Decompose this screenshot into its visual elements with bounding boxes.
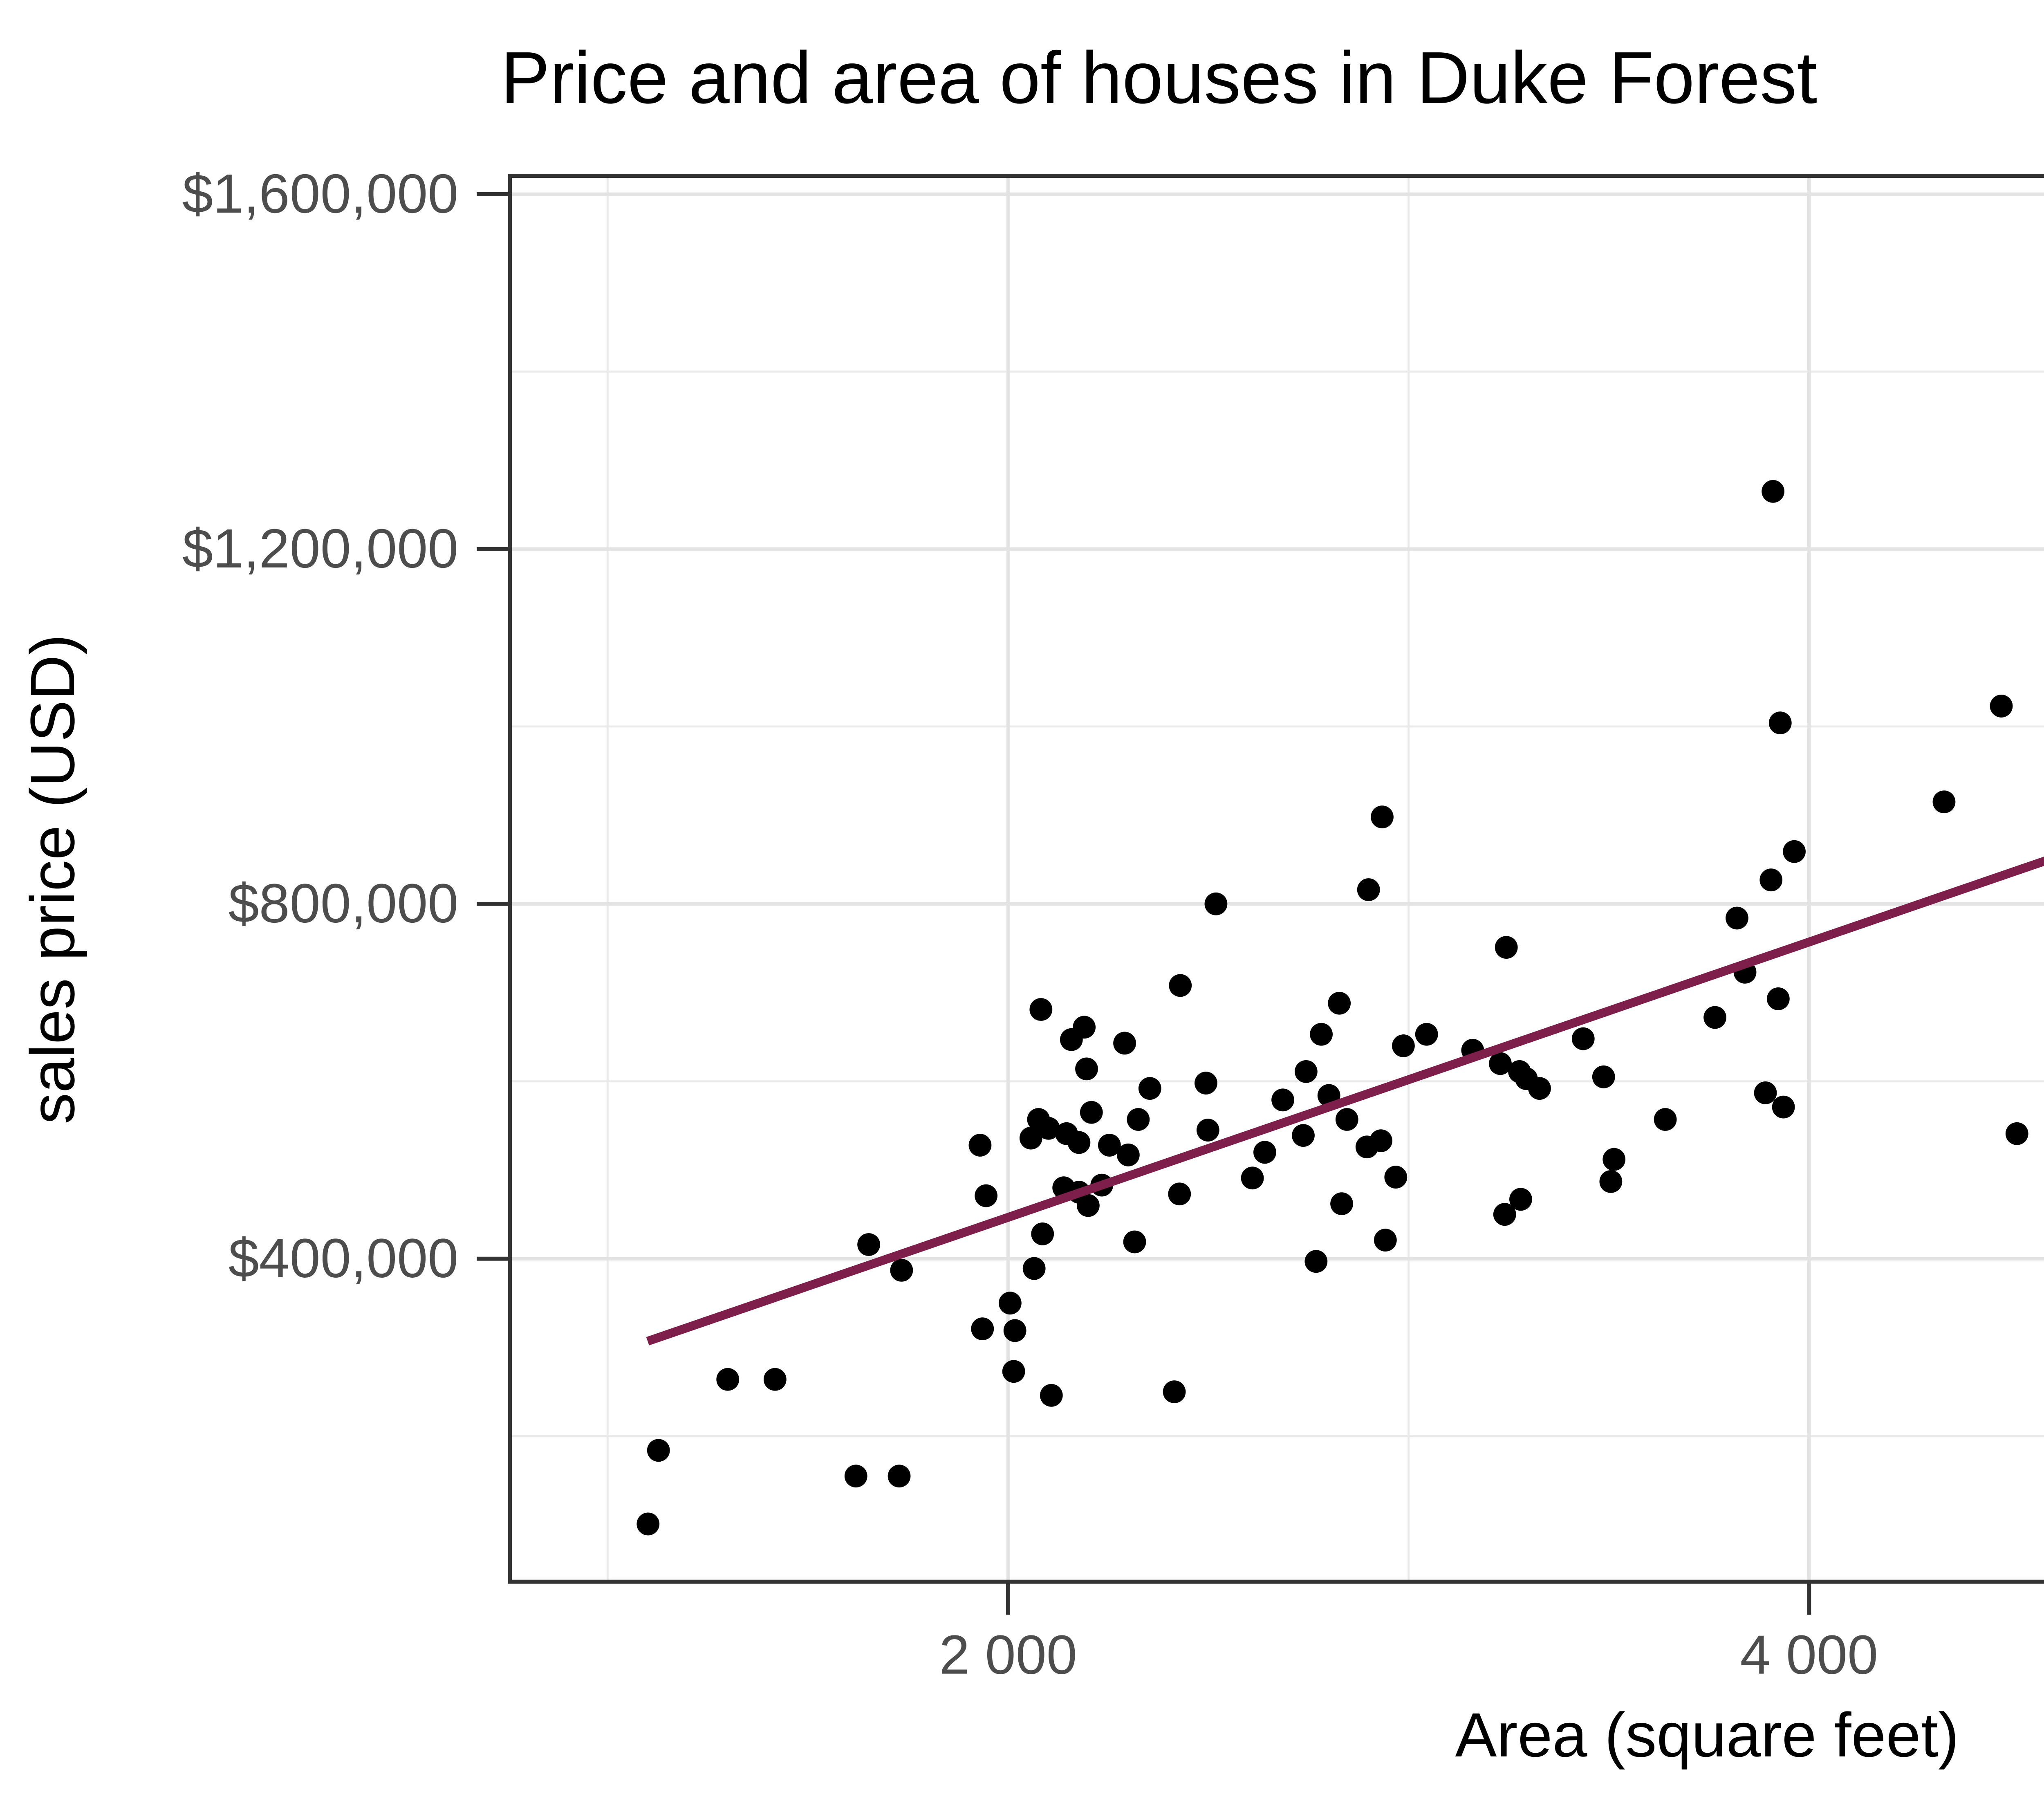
data-point [1415, 1023, 1438, 1046]
panel-background [510, 176, 2044, 1582]
data-point [1772, 1095, 1795, 1119]
data-point [1335, 1108, 1358, 1131]
data-point [1330, 1192, 1353, 1216]
data-point [1783, 840, 1806, 863]
data-point [1029, 998, 1053, 1021]
data-point [1654, 1108, 1677, 1131]
plot-title: Price and area of houses in Duke Forest [501, 37, 1817, 119]
data-point [1328, 991, 1351, 1015]
data-point [1271, 1088, 1294, 1112]
data-point [1040, 1384, 1063, 1407]
data-point [1163, 1380, 1186, 1404]
data-point [1509, 1188, 1532, 1211]
x-axis-title: Area (square feet) [1455, 1700, 1959, 1770]
x-tick-label: 4 000 [1740, 1624, 1878, 1686]
data-point [1384, 1166, 1407, 1189]
data-point [888, 1465, 911, 1488]
y-axis-title: sales price (USD) [18, 634, 87, 1124]
y-axis: $400,000 $800,000 $1,200,000 $1,600,000 [182, 163, 510, 1289]
data-point [1002, 1360, 1025, 1383]
data-point [1169, 974, 1192, 997]
data-point [1990, 695, 2013, 718]
x-tick-label: 2 000 [939, 1624, 1077, 1686]
regression-line [646, 857, 2044, 1346]
data-point [975, 1184, 998, 1207]
data-point [1932, 790, 1956, 814]
data-point [1357, 878, 1380, 901]
data-point [763, 1368, 787, 1391]
data-point [1759, 868, 1783, 892]
data-point [1310, 1023, 1333, 1046]
data-point [1304, 1250, 1328, 1273]
panel-border [508, 174, 2044, 1584]
data-point [1726, 906, 1748, 930]
data-point [844, 1465, 867, 1488]
data-point [1168, 1182, 1191, 1206]
data-point [1037, 1117, 1060, 1140]
data-point [1113, 1032, 1136, 1055]
data-point [1754, 1081, 1777, 1104]
data-point [1253, 1141, 1276, 1164]
data-point [1294, 1060, 1318, 1083]
data-point [1374, 1229, 1397, 1252]
gridlines-minor [510, 176, 2044, 1582]
y-tick-label: $400,000 [229, 1227, 459, 1289]
data-point [1762, 480, 1785, 503]
data-point [1019, 1126, 1042, 1150]
data-point [1392, 1034, 1415, 1057]
data-point [1592, 1065, 1615, 1088]
data-point [1495, 936, 1518, 959]
data-point [998, 1292, 1022, 1315]
gridlines-major [510, 176, 2044, 1582]
data-point [2005, 1122, 2028, 1145]
data-point [1204, 892, 1228, 915]
data-point [968, 1134, 992, 1157]
data-point [1766, 987, 1790, 1010]
data-point [1116, 1143, 1140, 1166]
data-point [1241, 1166, 1264, 1190]
data-point [971, 1317, 994, 1340]
data-point [1138, 1077, 1161, 1100]
data-point [647, 1439, 670, 1462]
data-point [1195, 1072, 1217, 1095]
data-point [1292, 1124, 1315, 1147]
data-point [1369, 1129, 1392, 1152]
data-point [1123, 1230, 1146, 1254]
data-point [1080, 1101, 1103, 1124]
data-point [637, 1512, 660, 1536]
data-point [1127, 1108, 1150, 1131]
data-point [1528, 1077, 1551, 1100]
data-point [1768, 711, 1792, 735]
data-point [1098, 1134, 1121, 1157]
data-point [1031, 1222, 1054, 1245]
data-point [857, 1233, 880, 1256]
data-point [1571, 1027, 1595, 1050]
data-point [1599, 1170, 1623, 1193]
data-point [1489, 1052, 1512, 1075]
data-point [1703, 1006, 1726, 1029]
data-point [1196, 1119, 1219, 1142]
y-tick-label: $1,600,000 [182, 163, 458, 224]
data-point [890, 1259, 913, 1282]
y-tick-label: $1,200,000 [182, 518, 458, 579]
data-point [1060, 1028, 1083, 1051]
data-point [1067, 1131, 1091, 1154]
data-point [1493, 1203, 1516, 1226]
data-point [1003, 1319, 1026, 1342]
data-point [1602, 1148, 1626, 1171]
data-point [1022, 1257, 1046, 1280]
data-point [716, 1368, 740, 1391]
y-tick-label: $800,000 [229, 872, 459, 934]
data-point [1075, 1057, 1098, 1081]
data-point [1077, 1194, 1100, 1217]
data-point [1371, 805, 1394, 829]
